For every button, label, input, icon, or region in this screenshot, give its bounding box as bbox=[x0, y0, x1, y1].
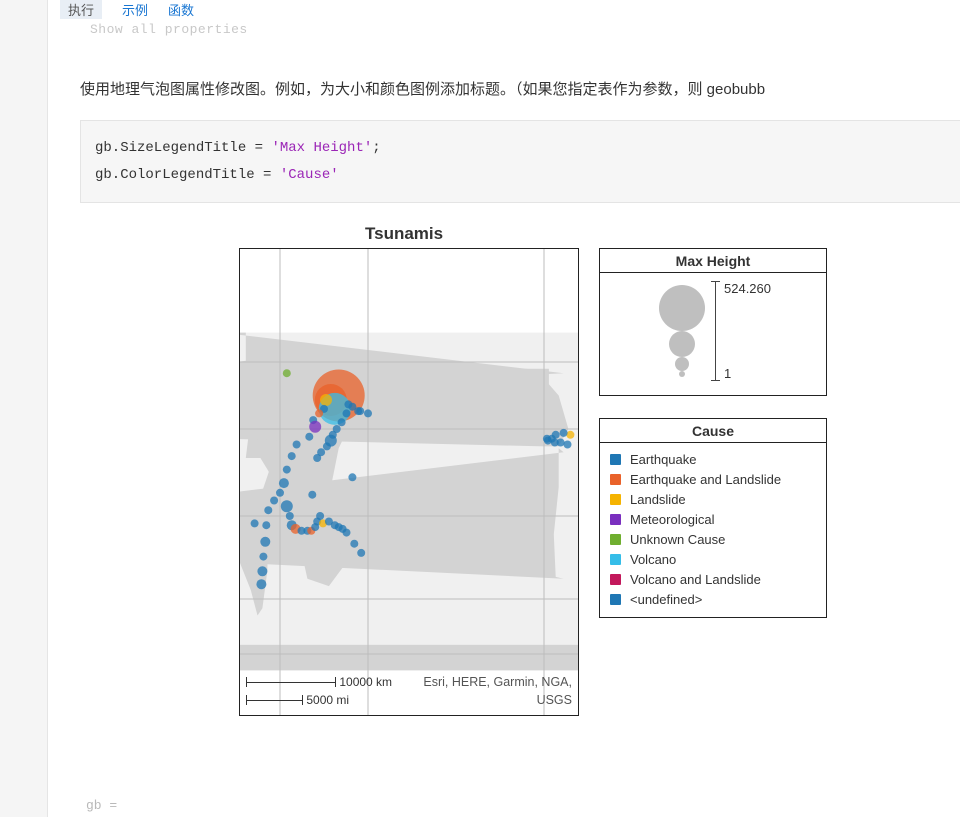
color-legend-item: Meteorological bbox=[610, 509, 816, 529]
doc-gutter bbox=[0, 0, 48, 817]
legend-label: Earthquake bbox=[630, 452, 697, 467]
bubble[interactable] bbox=[305, 433, 313, 441]
size-legend-max: 524.260 bbox=[724, 281, 771, 296]
legend-label: Meteorological bbox=[630, 512, 715, 527]
bubble[interactable] bbox=[293, 441, 301, 449]
output-var-line: gb = bbox=[86, 798, 117, 813]
bubble[interactable] bbox=[259, 553, 267, 561]
size-legend-bubble bbox=[669, 331, 695, 357]
bubble[interactable] bbox=[350, 540, 358, 548]
legend-label: <undefined> bbox=[630, 592, 702, 607]
legend-label: Volcano and Landslide bbox=[630, 572, 761, 587]
size-legend-bubble bbox=[659, 285, 705, 331]
legend-swatch bbox=[610, 594, 621, 605]
bubble[interactable] bbox=[283, 369, 291, 377]
color-legend-item: Volcano bbox=[610, 549, 816, 569]
bubble[interactable] bbox=[251, 519, 259, 527]
show-all-properties-link[interactable]: Show all properties bbox=[90, 22, 248, 37]
color-legend-item: Earthquake bbox=[610, 449, 816, 469]
code-string: 'Cause' bbox=[280, 167, 339, 183]
bubble[interactable] bbox=[344, 400, 352, 408]
bubble[interactable] bbox=[276, 489, 284, 497]
code-block: gb.SizeLegendTitle = 'Max Height'; gb.Co… bbox=[80, 120, 960, 203]
bubble[interactable] bbox=[262, 521, 270, 529]
legend-swatch bbox=[610, 454, 621, 465]
bubble[interactable] bbox=[364, 409, 372, 417]
size-legend-bubble bbox=[679, 371, 685, 377]
size-legend: Max Height 524.260 1 bbox=[599, 248, 827, 396]
bubble[interactable] bbox=[286, 512, 294, 520]
legend-label: Unknown Cause bbox=[630, 532, 725, 547]
bubble[interactable] bbox=[308, 491, 316, 499]
legend-label: Volcano bbox=[630, 552, 676, 567]
code-string: 'Max Height' bbox=[271, 140, 372, 156]
chart-title: Tsunamis bbox=[365, 224, 443, 244]
bubble[interactable] bbox=[279, 478, 289, 488]
legend-label: Landslide bbox=[630, 492, 686, 507]
legend-swatch bbox=[610, 574, 621, 585]
bubble[interactable] bbox=[557, 439, 565, 447]
bubble[interactable] bbox=[357, 549, 365, 557]
legend-swatch bbox=[610, 554, 621, 565]
color-legend-item: Landslide bbox=[610, 489, 816, 509]
bubble[interactable] bbox=[316, 512, 324, 520]
bubble[interactable] bbox=[333, 425, 341, 433]
paragraph: 使用地理气泡图属性修改图。例如，为大小和颜色图例添加标题。（如果您指定表作为参数… bbox=[80, 78, 960, 99]
color-legend-item: Volcano and Landslide bbox=[610, 569, 816, 589]
bubble[interactable] bbox=[320, 394, 332, 406]
bubble[interactable] bbox=[564, 441, 572, 449]
color-legend-item: <undefined> bbox=[610, 589, 816, 609]
bubble[interactable] bbox=[264, 506, 272, 514]
bubble[interactable] bbox=[343, 409, 351, 417]
basemap-attribution: Esri, HERE, Garmin, NGA, USGS bbox=[392, 674, 572, 709]
tab-example[interactable]: 示例 bbox=[122, 0, 148, 19]
code-text: gb.SizeLegendTitle = bbox=[95, 140, 271, 156]
bubble[interactable] bbox=[315, 409, 323, 417]
bubble[interactable] bbox=[281, 500, 293, 512]
bubble[interactable] bbox=[260, 537, 270, 547]
scale-mi-label: 5000 mi bbox=[306, 693, 349, 707]
legend-swatch bbox=[610, 514, 621, 525]
bubble[interactable] bbox=[283, 466, 291, 474]
code-text: gb.ColorLegendTitle = bbox=[95, 167, 280, 183]
legend-swatch bbox=[610, 494, 621, 505]
bubble[interactable] bbox=[317, 448, 325, 456]
color-legend: Cause Earthquake Earthquake and Landslide… bbox=[599, 418, 827, 618]
bubble[interactable] bbox=[348, 473, 356, 481]
color-legend-item: Unknown Cause bbox=[610, 529, 816, 549]
bubble[interactable] bbox=[270, 497, 278, 505]
size-legend-bubble bbox=[675, 357, 689, 371]
tab-run[interactable]: 执行 bbox=[60, 0, 102, 19]
bubble[interactable] bbox=[560, 429, 568, 437]
bubble[interactable] bbox=[354, 407, 362, 415]
bubble[interactable] bbox=[257, 566, 267, 576]
bubble[interactable] bbox=[309, 421, 321, 433]
bubble[interactable] bbox=[343, 529, 351, 537]
page: 执行 示例 函数 Show all properties 使用地理气泡图属性修改… bbox=[0, 0, 960, 817]
bubble[interactable] bbox=[338, 418, 346, 426]
legend-swatch bbox=[610, 534, 621, 545]
bubble[interactable] bbox=[544, 437, 552, 445]
size-legend-title: Max Height bbox=[600, 249, 826, 273]
tab-strip: 执行 示例 函数 bbox=[48, 0, 960, 14]
scale-km-label: 10000 km bbox=[339, 675, 392, 689]
bubble[interactable] bbox=[288, 452, 296, 460]
bubble[interactable] bbox=[256, 579, 266, 589]
geo-axes[interactable]: 10000 km 5000 mi Esri, HERE, Garmin, NGA… bbox=[239, 248, 579, 716]
legend-swatch bbox=[610, 474, 621, 485]
tab-function[interactable]: 函数 bbox=[168, 0, 194, 19]
code-text: ; bbox=[372, 140, 380, 156]
color-legend-item: Earthquake and Landslide bbox=[610, 469, 816, 489]
color-legend-title: Cause bbox=[600, 419, 826, 443]
bubble[interactable] bbox=[566, 431, 574, 439]
size-legend-min: 1 bbox=[724, 366, 771, 381]
scale-bar: 10000 km 5000 mi bbox=[246, 673, 392, 709]
legend-label: Earthquake and Landslide bbox=[630, 472, 781, 487]
geobubble-figure: Tsunamis 10000 km 5000 mi Esri, HERE, Ga… bbox=[165, 218, 845, 778]
